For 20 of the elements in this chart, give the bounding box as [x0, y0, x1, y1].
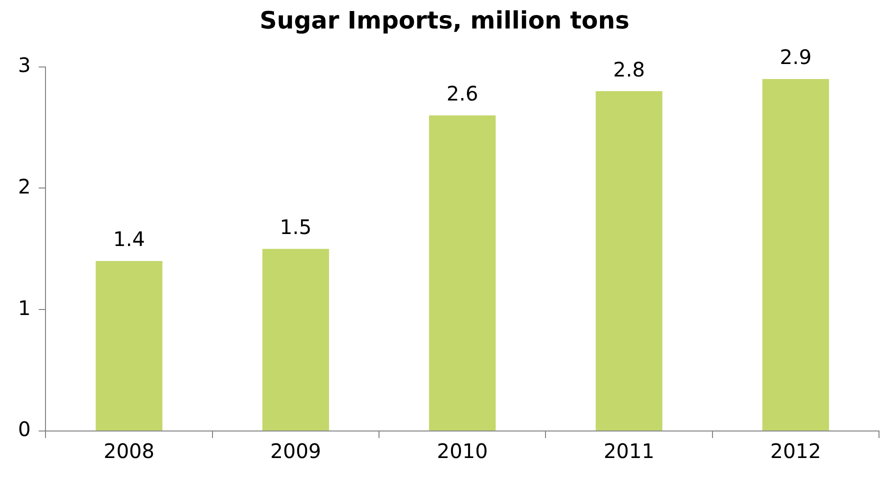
bar	[262, 248, 330, 430]
y-tick-label: 1	[18, 296, 31, 320]
data-label: 1.4	[113, 227, 145, 252]
x-tick-label: 2011	[604, 439, 654, 464]
data-label: 2.6	[446, 82, 478, 106]
x-tick-label: 2009	[270, 439, 322, 464]
data-label: 2.9	[780, 45, 812, 70]
data-label: 1.5	[280, 215, 312, 240]
bar	[596, 91, 662, 430]
bar	[96, 261, 162, 430]
data-label: 2.8	[613, 57, 645, 82]
x-tick-label: 2010	[436, 439, 488, 464]
x-tick-label: 2012	[770, 439, 822, 464]
bar	[762, 78, 830, 430]
x-tick-label: 2008	[104, 439, 155, 464]
y-tick-label: 2	[18, 174, 31, 198]
chart-title: Sugar Imports, million tons	[260, 6, 630, 35]
bar	[429, 115, 496, 430]
y-tick-label: 0	[18, 417, 31, 442]
y-tick-label: 3	[18, 53, 31, 78]
